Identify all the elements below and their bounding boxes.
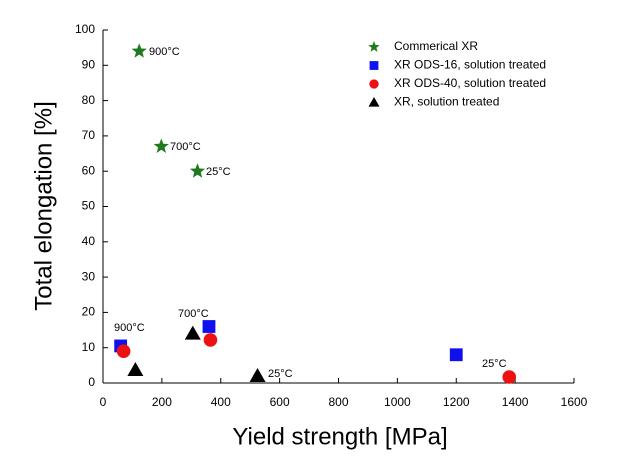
data-point <box>189 163 206 178</box>
legend-label: XR ODS-16, solution treated <box>394 58 546 72</box>
annotation: 25°C <box>482 358 507 370</box>
x-tick-label: 800 <box>328 395 348 409</box>
annotation: 700°C <box>178 308 209 320</box>
x-axis-label: Yield strength [MPa] <box>232 423 447 450</box>
legend-label: Commerical XR <box>394 39 478 53</box>
y-tick-label: 10 <box>82 340 96 354</box>
y-axis-label: Total elongation [%] <box>30 101 57 310</box>
x-tick-label: 1600 <box>561 395 588 409</box>
data-point <box>502 370 517 384</box>
x-tick-label: 200 <box>152 395 172 409</box>
y-tick-label: 100 <box>75 22 95 36</box>
legend-marker <box>369 79 379 89</box>
y-tick-label: 60 <box>82 163 96 177</box>
data-point <box>449 348 463 362</box>
data-point <box>127 361 144 376</box>
x-tick-label: 1200 <box>443 395 470 409</box>
annotation: 25°C <box>206 166 231 178</box>
y-tick-label: 40 <box>82 234 96 248</box>
legend-marker <box>368 97 380 107</box>
legend-marker <box>368 41 380 52</box>
x-tick-label: 0 <box>100 395 107 409</box>
data-point <box>131 43 147 58</box>
y-tick-label: 0 <box>88 375 95 389</box>
data-point <box>153 138 169 153</box>
y-tick-label: 70 <box>82 128 96 142</box>
y-tick-label: 90 <box>82 57 96 71</box>
legend-label: XR, solution treated <box>394 95 499 109</box>
legend-marker <box>369 61 379 70</box>
data-point <box>202 320 216 333</box>
annotation: 900°C <box>149 46 180 58</box>
annotation: 900°C <box>114 322 145 334</box>
data-point <box>203 333 218 347</box>
legend-label: XR ODS-40, solution treated <box>394 76 546 90</box>
x-tick-label: 400 <box>211 395 231 409</box>
data-point <box>249 367 266 382</box>
data-point <box>116 344 131 359</box>
annotation: 700°C <box>170 141 201 153</box>
y-tick-label: 80 <box>82 93 96 107</box>
y-tick-label: 30 <box>82 269 96 283</box>
x-tick-label: 1400 <box>502 395 529 409</box>
y-tick-label: 50 <box>82 199 96 213</box>
x-tick-label: 600 <box>270 395 290 409</box>
annotation: 25°C <box>268 368 293 380</box>
data-point <box>184 325 201 340</box>
x-tick-label: 1000 <box>384 395 411 409</box>
y-tick-label: 20 <box>82 305 96 319</box>
